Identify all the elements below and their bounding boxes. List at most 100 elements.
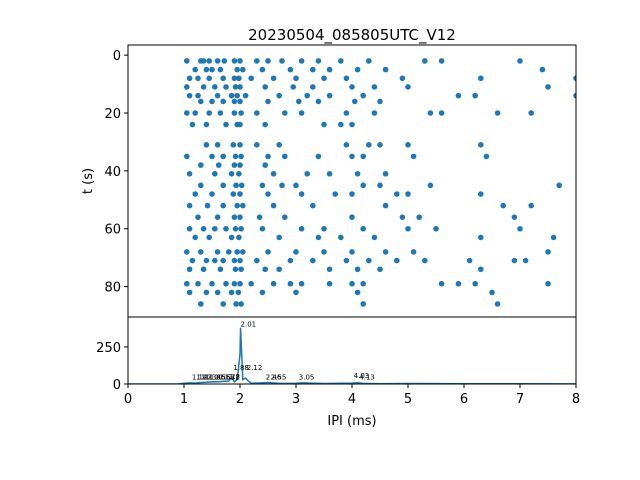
point [455, 92, 462, 99]
point [192, 234, 198, 241]
point [511, 257, 518, 264]
point [237, 84, 243, 90]
point [343, 110, 350, 116]
point [349, 249, 355, 255]
peak-label: 2.55 [271, 374, 287, 382]
point [195, 75, 201, 82]
point [195, 280, 201, 287]
point [203, 142, 210, 148]
point [282, 153, 288, 160]
point [360, 225, 367, 232]
point [354, 289, 361, 296]
y-axis-label: t (s) [81, 168, 96, 194]
point [212, 170, 218, 177]
point [226, 249, 232, 255]
point [184, 110, 190, 116]
point [262, 162, 269, 168]
point [455, 280, 462, 287]
point [573, 75, 576, 82]
point [304, 170, 311, 177]
point [349, 191, 355, 197]
point [232, 266, 239, 273]
point [220, 98, 226, 105]
point [192, 66, 198, 73]
x-tick-label: 8 [572, 392, 580, 407]
point [220, 301, 226, 307]
point [338, 121, 344, 128]
point [234, 92, 240, 99]
x-tick-label: 6 [460, 392, 468, 407]
point [212, 84, 218, 90]
point [212, 257, 218, 264]
point [478, 142, 484, 148]
point [234, 249, 240, 255]
point [253, 257, 260, 264]
point [287, 257, 294, 264]
point [209, 280, 215, 287]
point [433, 225, 439, 232]
point [262, 121, 269, 128]
point [248, 75, 254, 82]
point [399, 214, 406, 220]
point [242, 92, 249, 99]
point [206, 58, 212, 64]
point [315, 234, 322, 241]
point [240, 66, 246, 73]
point [287, 66, 294, 73]
point [360, 92, 367, 99]
point [184, 153, 190, 160]
point [405, 225, 411, 232]
point [382, 249, 389, 255]
point [237, 142, 243, 148]
point [234, 202, 240, 209]
point [321, 121, 327, 128]
peak-label: 1.14 [192, 374, 208, 382]
point [253, 110, 260, 116]
peak-label: 4.13 [359, 374, 375, 382]
point [326, 92, 333, 99]
point [279, 58, 285, 64]
point [296, 98, 302, 105]
point [206, 75, 212, 82]
point [184, 280, 190, 287]
point [478, 234, 484, 241]
point [238, 110, 244, 116]
point [366, 142, 372, 148]
point [192, 110, 198, 116]
point [545, 84, 551, 90]
plot-area [184, 58, 576, 307]
point [472, 280, 479, 287]
point [184, 249, 190, 255]
point [231, 280, 238, 287]
point [270, 75, 277, 82]
point [287, 280, 294, 287]
point [259, 289, 266, 296]
point [360, 280, 367, 287]
point [343, 257, 350, 264]
point [343, 75, 350, 82]
x-tick-label: 3 [292, 392, 300, 407]
point [472, 92, 479, 99]
point [214, 249, 221, 255]
point [237, 162, 243, 168]
point [209, 66, 215, 73]
point [231, 58, 238, 64]
point [405, 84, 411, 90]
point [315, 153, 322, 160]
point [237, 121, 243, 128]
peak-label: 1.88 [233, 364, 249, 372]
peak-label: 1.38 [205, 374, 221, 382]
point [214, 214, 221, 220]
point [556, 182, 562, 189]
point [237, 280, 243, 287]
point [186, 75, 193, 82]
point [298, 191, 305, 197]
point [237, 98, 243, 105]
point [236, 234, 242, 241]
point [539, 66, 546, 73]
point [265, 58, 271, 64]
point [236, 170, 242, 177]
peak-label: 2.12 [247, 364, 263, 372]
point [206, 234, 212, 241]
